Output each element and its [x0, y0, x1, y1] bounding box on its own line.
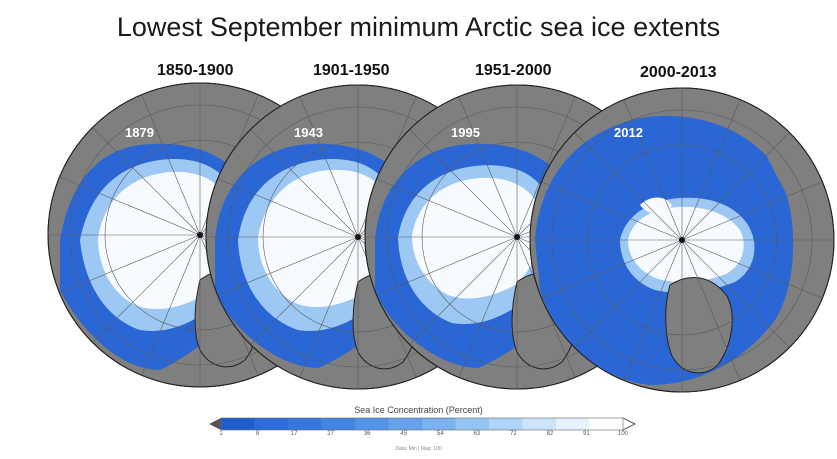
period-label-1951-2000: 1951-2000 — [475, 62, 552, 79]
year-label-2012: 2012 — [614, 125, 643, 140]
map-title: Lowest September minimum Arctic sea ice … — [116, 12, 721, 42]
colorbar-right-arrow — [622, 417, 637, 431]
colorbar — [209, 417, 637, 431]
colorbar-tick-label: 54 — [436, 431, 444, 437]
colorbar-cell — [489, 418, 523, 430]
year-label-1879: 1879 — [125, 125, 154, 140]
year-label-1943: 1943 — [294, 125, 323, 140]
colorbar-tick-label: 36 — [363, 431, 371, 437]
colorbar-footer: Data: Min | Map: 100 — [395, 446, 442, 452]
colorbar-cell — [388, 418, 423, 430]
colorbar-title: Sea Ice Concentration (Percent) — [354, 405, 483, 415]
colorbar-cells — [221, 418, 624, 430]
colorbar-tick-label: 45 — [400, 431, 408, 437]
colorbar-tick-label: 63 — [473, 431, 481, 437]
colorbar-cell — [556, 418, 590, 430]
colorbar-cell — [522, 418, 557, 430]
colorbar-cell — [221, 418, 255, 430]
colorbar-tick-label: 91 — [583, 431, 590, 437]
colorbar-cell — [288, 418, 322, 430]
polar-maps: 1879 1943 1995 2012 — [47, 82, 835, 393]
colorbar-cell — [254, 418, 289, 430]
polar-map-2012 — [529, 87, 835, 393]
period-label-2000-2013: 2000-2013 — [640, 64, 717, 81]
period-label-1901-1950: 1901-1950 — [313, 62, 390, 79]
colorbar-tick-label: 27 — [327, 431, 334, 437]
period-label-1850-1900: 1850-1900 — [157, 62, 234, 79]
colorbar-cell — [321, 418, 356, 430]
colorbar-tick-label: 1 — [219, 431, 223, 437]
colorbar-cell — [355, 418, 389, 430]
colorbar-tick-label: 100 — [617, 431, 629, 437]
colorbar-left-arrow — [209, 418, 221, 430]
colorbar-tick-label: 17 — [290, 431, 298, 437]
colorbar-tick-label: 8 — [255, 431, 260, 437]
colorbar-tick-label: 72 — [510, 431, 517, 437]
colorbar-cell — [589, 418, 624, 430]
colorbar-tick-label: 82 — [546, 431, 554, 437]
colorbar-cell — [455, 418, 490, 430]
year-label-1995: 1995 — [451, 125, 480, 140]
colorbar-cell — [422, 418, 456, 430]
